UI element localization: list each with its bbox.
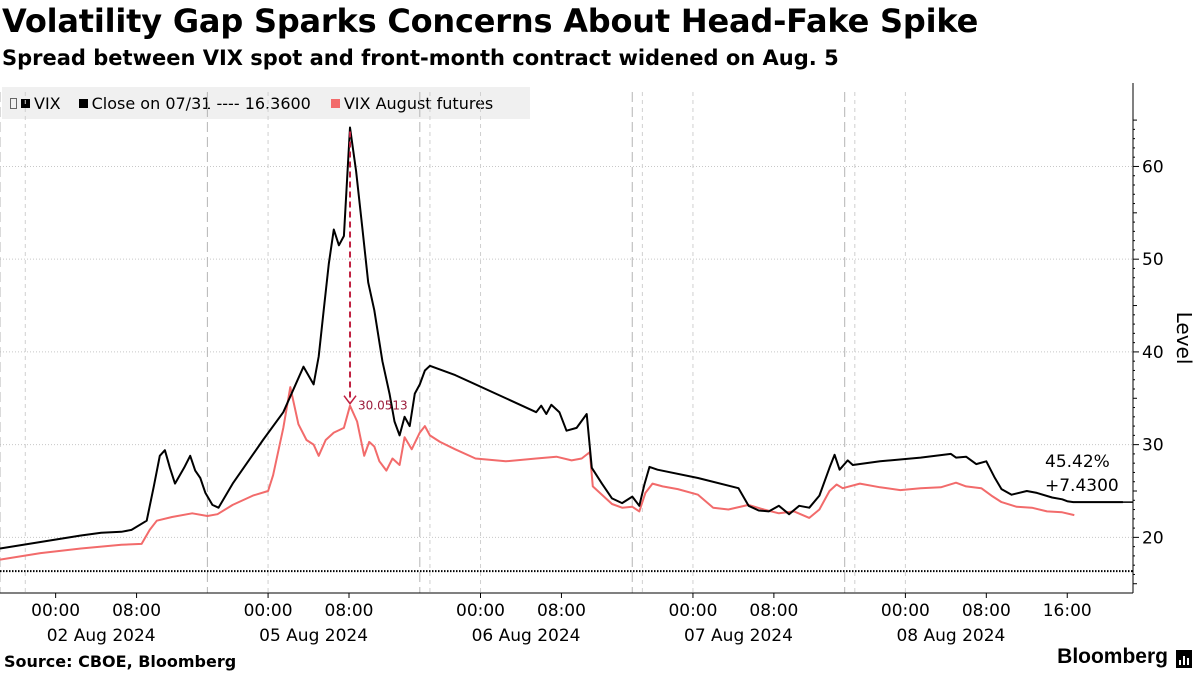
- x-tick-label: 08:00: [962, 601, 1011, 621]
- chart-title: Volatility Gap Sparks Concerns About Hea…: [2, 2, 979, 40]
- source-note: Source: CBOE, Bloomberg: [4, 652, 237, 671]
- y-axis-label: Level: [1172, 312, 1196, 365]
- legend-toggle-icon[interactable]: [10, 97, 17, 109]
- x-date-label: 07 Aug 2024: [684, 626, 793, 646]
- x-tick-label: 08:00: [325, 601, 374, 621]
- legend: VIX Close on 07/31 ---- 16.3600 VIX Augu…: [2, 87, 530, 119]
- x-date-label: 05 Aug 2024: [259, 626, 368, 646]
- x-tick-label: 08:00: [537, 601, 586, 621]
- x-tick-label: 08:00: [749, 601, 798, 621]
- x-tick-label: 16:00: [1043, 601, 1092, 621]
- x-date-label: 02 Aug 2024: [47, 626, 156, 646]
- x-tick-label: 00:00: [244, 601, 293, 621]
- series-line-futures: [0, 386, 1075, 561]
- legend-item-close-0731[interactable]: Close on 07/31 ---- 16.3600: [78, 93, 311, 113]
- x-tick-label: 00:00: [31, 601, 80, 621]
- x-tick-label: 00:00: [881, 601, 930, 621]
- x-tick-label: 08:00: [112, 601, 161, 621]
- legend-item-futures[interactable]: VIX August futures: [330, 93, 494, 113]
- legend-swatch-close: [78, 98, 88, 108]
- y-tick-label: 20: [1142, 528, 1164, 548]
- y-tick-label: 40: [1142, 343, 1164, 363]
- end-label-change: +7.4300: [1045, 476, 1119, 496]
- x-date-label: 06 Aug 2024: [472, 626, 581, 646]
- gap-callout-arrow: [343, 395, 357, 405]
- y-tick-label: 60: [1142, 157, 1164, 177]
- series-line-vix: [0, 126, 1123, 550]
- y-tick-label: 50: [1142, 250, 1164, 270]
- x-tick-label: 00:00: [668, 601, 717, 621]
- x-tick-label: 00:00: [456, 601, 505, 621]
- brand-logo: Bloomberg: [1057, 645, 1168, 668]
- x-date-label: 08 Aug 2024: [896, 626, 1005, 646]
- gap-callout-label: 30.0513: [358, 399, 408, 413]
- legend-label-vix: VIX: [34, 93, 61, 113]
- end-label-pct: 45.42%: [1045, 452, 1110, 472]
- legend-label-futures: VIX August futures: [343, 93, 494, 113]
- y-tick-label: 30: [1142, 436, 1164, 456]
- chart-subtitle: Spread between VIX spot and front-month …: [2, 46, 839, 70]
- bloomberg-terminal-icon: [1176, 650, 1192, 668]
- legend-swatch-futures: [330, 98, 340, 108]
- legend-label-close: Close on 07/31 ---- 16.3600: [91, 93, 311, 113]
